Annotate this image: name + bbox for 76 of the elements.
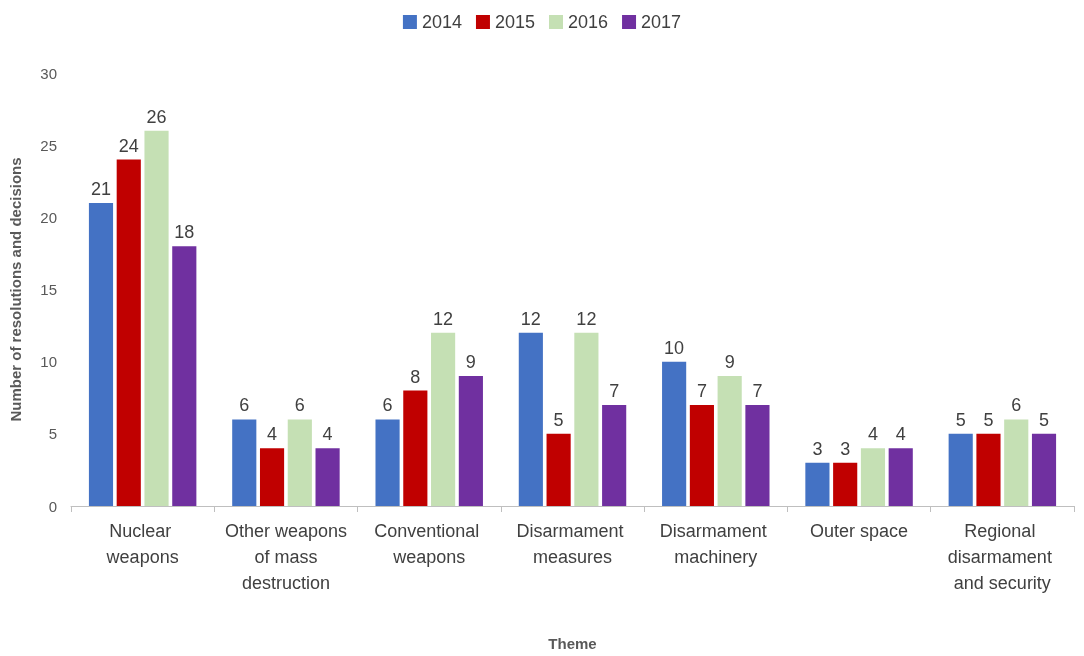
bar [888,448,913,506]
bar [287,419,312,506]
bar [546,433,571,506]
x-tick-label: Nuclear weapons [105,521,179,567]
y-tick-label: 20 [40,208,57,226]
bar [976,433,1001,506]
data-label: 5 [553,409,564,430]
x-tick-label: Other weapons of mass destruction [224,521,347,593]
data-label: 4 [267,424,278,445]
x-tick-label: Regional disarmament and security [947,521,1057,593]
data-label: 6 [1011,395,1022,416]
legend-label: 2017 [641,12,682,32]
data-label: 12 [433,308,454,329]
bar [689,404,714,506]
bar [662,361,687,506]
data-label: 9 [465,352,476,373]
data-label: 24 [118,135,139,156]
bar [172,246,197,506]
data-label: 12 [576,308,597,329]
data-label: 18 [174,222,195,243]
data-label: 5 [983,409,994,430]
x-tick-label: Conventional weapons [374,521,485,567]
bar [717,376,742,506]
bar [375,419,400,506]
data-label: 5 [1039,409,1050,430]
data-label: 4 [322,424,333,445]
x-axis-title: Theme [548,635,597,652]
bar [805,462,830,506]
bar [833,462,858,506]
data-label: 6 [239,395,250,416]
data-label: 9 [724,352,735,373]
bar [259,448,285,506]
bar [116,159,141,506]
data-label: 7 [609,380,620,401]
y-axis-title: Number of resolutions and decisions [7,157,24,422]
data-label: 21 [90,178,111,199]
y-tick-label: 15 [40,281,57,298]
bar [1004,419,1029,506]
bar [403,390,428,506]
bar [232,419,257,506]
data-label: 6 [382,395,393,416]
x-tick-label: Disarmament machinery [659,521,772,567]
x-tick-label: Disarmament measures [516,521,629,567]
x-tick-label: Outer space [810,521,909,541]
y-tick-label: 0 [48,497,57,515]
data-label: 3 [812,438,823,459]
bar [602,404,627,506]
y-tick-label: 5 [48,425,57,443]
bar [315,448,340,506]
data-label: 4 [895,424,906,445]
bar [1031,433,1057,506]
data-label: 6 [294,395,305,416]
bar [88,202,114,506]
bar [144,130,169,506]
data-label: 7 [752,380,763,401]
bar [431,332,456,506]
data-label: 8 [410,366,421,387]
y-tick-label: 30 [40,64,57,82]
legend-label: 2016 [568,12,609,32]
legend-label: 2014 [421,12,462,32]
y-tick-label: 25 [40,136,57,154]
bar [745,404,770,506]
bar [860,448,886,506]
bar [518,332,543,506]
data-label: 3 [840,438,851,459]
data-label: 10 [664,337,685,358]
data-label: 26 [146,106,167,127]
bar [574,332,599,506]
bar [458,376,483,506]
y-tick-label: 10 [40,353,57,371]
data-label: 4 [867,424,878,445]
data-label: 12 [520,308,541,329]
data-label: 5 [955,409,966,430]
data-label: 7 [696,380,707,401]
legend-label: 2015 [494,12,535,32]
bar [948,433,973,506]
